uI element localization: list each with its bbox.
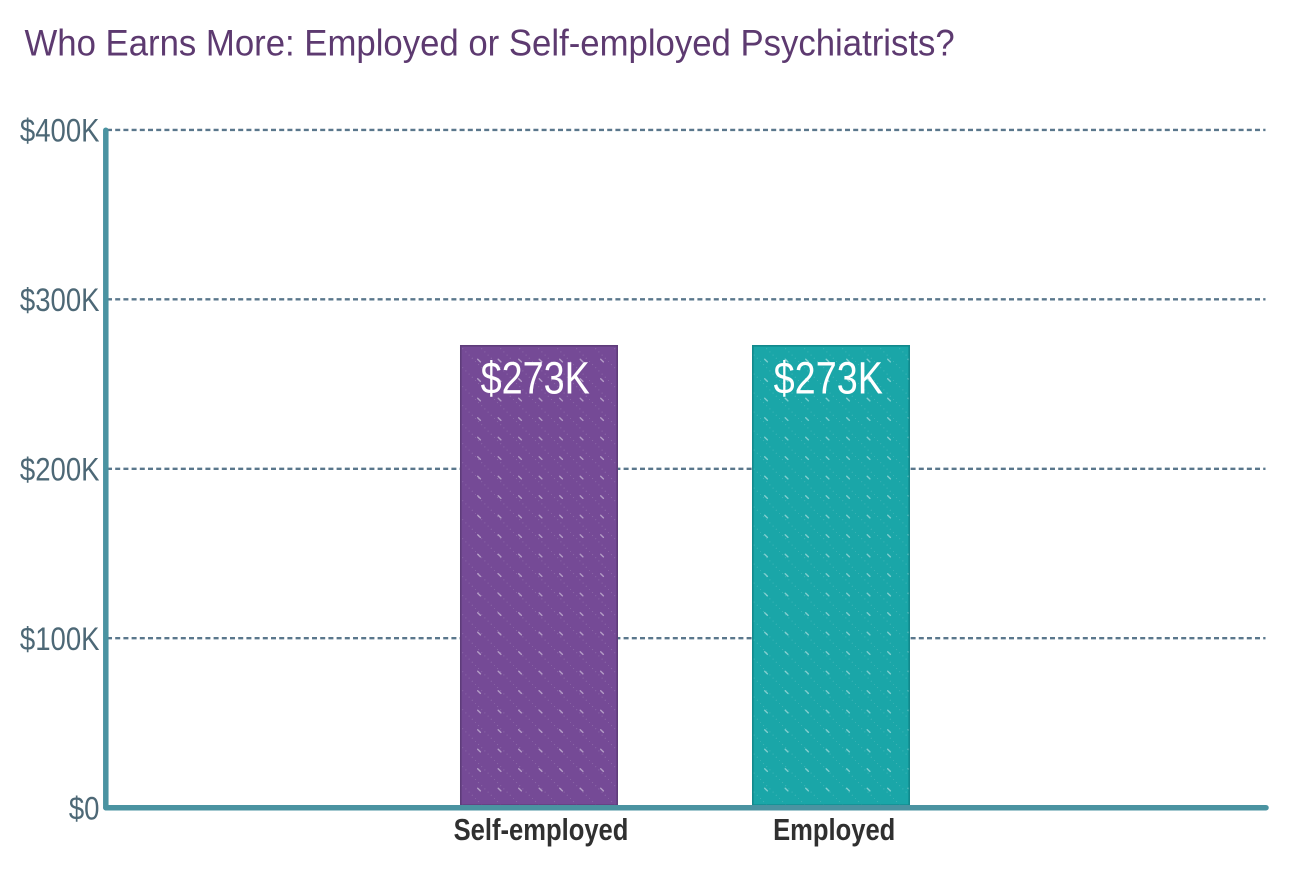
- svg-text:Self-employed: Self-employed: [454, 813, 629, 848]
- svg-text:Who Earns More: Employed or Se: Who Earns More: Employed or Self-employe…: [25, 21, 955, 64]
- svg-text:$100K: $100K: [20, 622, 100, 658]
- svg-text:$300K: $300K: [20, 283, 100, 319]
- svg-text:$273K: $273K: [774, 352, 884, 403]
- svg-text:Employed: Employed: [773, 813, 895, 848]
- svg-text:$0: $0: [69, 791, 100, 827]
- svg-text:$200K: $200K: [20, 452, 100, 488]
- svg-text:$273K: $273K: [481, 352, 591, 403]
- svg-text:$400K: $400K: [20, 114, 100, 150]
